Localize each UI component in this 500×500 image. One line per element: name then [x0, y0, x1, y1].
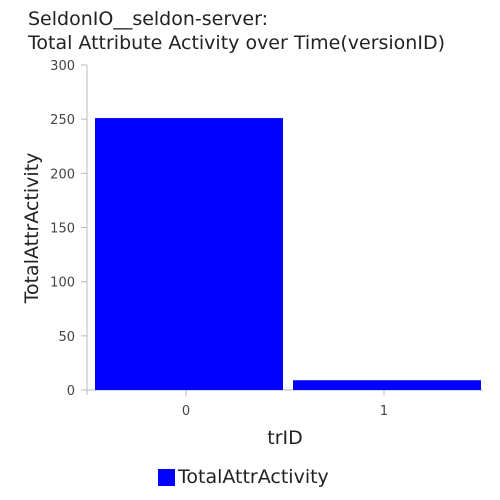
y-tick-label: 100: [50, 276, 75, 291]
chart-title-line-1: SeldonIO__seldon-server:: [28, 8, 268, 30]
x-tick-label: 1: [380, 404, 388, 419]
y-tick-label: 150: [50, 222, 75, 237]
chart-title: SeldonIO__seldon-server: Total Attribute…: [28, 7, 445, 55]
x-tick-label: 0: [182, 404, 190, 419]
legend-label: TotalAttrActivity: [178, 466, 329, 488]
bar-0: [95, 118, 283, 390]
y-axis: 0 50 100 150 200 250 300: [50, 59, 88, 399]
bar-1: [293, 380, 481, 390]
legend: TotalAttrActivity: [158, 466, 329, 488]
y-tick-label: 300: [50, 59, 75, 74]
y-tick-label: 250: [50, 113, 75, 128]
y-axis-title: TotalAttrActivity: [21, 153, 43, 305]
chart-title-line-2: Total Attribute Activity over Time(versi…: [28, 32, 445, 54]
y-tick-label: 200: [50, 167, 75, 182]
bars: [95, 118, 481, 390]
legend-swatch: [158, 468, 175, 486]
x-axis-title: trID: [267, 427, 303, 449]
y-tick-label: 0: [67, 384, 75, 399]
y-tick-label: 50: [58, 330, 75, 345]
